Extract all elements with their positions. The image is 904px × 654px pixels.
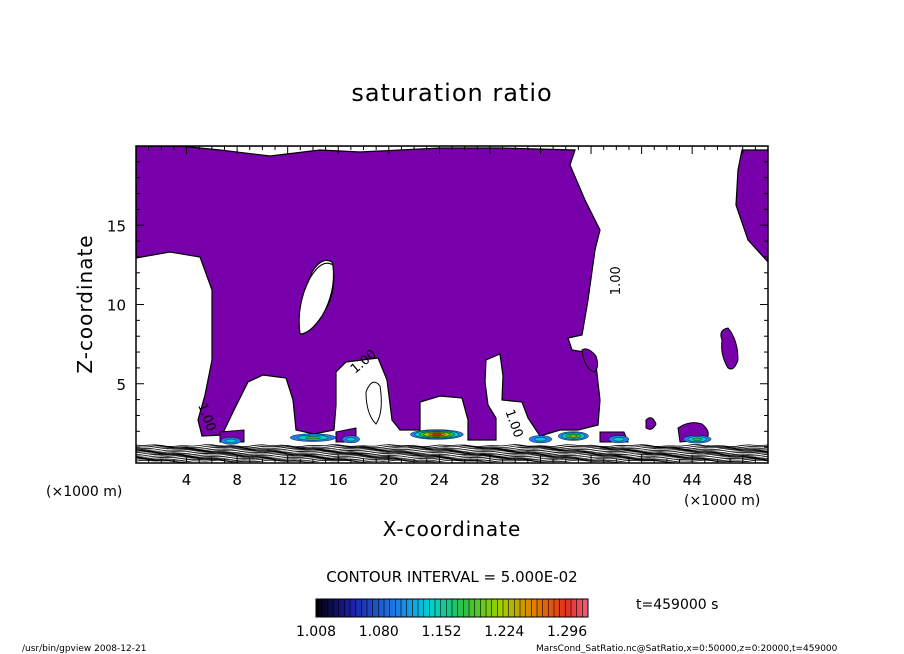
hotspot xyxy=(569,434,578,438)
x-unit-left: (×1000 m) xyxy=(46,484,122,500)
contour-label: 1.00 xyxy=(501,408,525,440)
y-tick-label: 15 xyxy=(107,217,126,235)
contour-line xyxy=(136,444,768,448)
colorbar-labels: 1.008 1.080 1.152 1.224 1.296 xyxy=(296,624,587,640)
colorbar-label: 1.080 xyxy=(359,624,399,640)
colorbar-label: 1.296 xyxy=(547,624,587,640)
contour-line xyxy=(136,447,768,451)
hotspot xyxy=(613,437,625,442)
colorbar-label: 1.008 xyxy=(296,624,336,640)
contour-interval: CONTOUR INTERVAL = 5.000E-02 xyxy=(326,568,577,586)
contour-label: 1.00 xyxy=(609,266,624,295)
contour-line xyxy=(136,450,768,454)
colorbar-label: 1.224 xyxy=(484,624,524,640)
x-tick-label: 32 xyxy=(531,471,550,489)
y-tick-label: 10 xyxy=(107,297,126,315)
contour-line xyxy=(136,456,768,460)
contour-line xyxy=(136,452,768,456)
x-axis: 4 8 12 16 20 24 28 32 36 40 44 48 xyxy=(148,146,756,489)
contour-line xyxy=(136,453,768,457)
hotspot xyxy=(305,436,321,440)
saturated-region xyxy=(136,146,768,441)
plot-area xyxy=(136,146,768,463)
x-tick-label: 48 xyxy=(733,471,752,489)
x-tick-label: 20 xyxy=(379,471,398,489)
x-tick-label: 24 xyxy=(430,471,449,489)
contour-line xyxy=(136,448,768,452)
x-tick-label: 40 xyxy=(632,471,651,489)
x-tick-label: 28 xyxy=(480,471,499,489)
hotspot xyxy=(432,433,442,436)
contour-line xyxy=(136,445,768,449)
contour-line xyxy=(136,451,768,455)
colorbar-bands xyxy=(321,599,583,617)
hotspot xyxy=(346,437,356,442)
x-tick-label: 16 xyxy=(329,471,348,489)
time-label: t=459000 s xyxy=(636,597,718,613)
x-tick-label: 4 xyxy=(182,471,192,489)
hotspot-layer xyxy=(220,429,712,445)
hotspot xyxy=(225,438,237,443)
x-axis-label: X-coordinate xyxy=(383,517,522,541)
hotspot xyxy=(534,437,547,442)
x-tick-label: 8 xyxy=(232,471,242,489)
x-unit-right: (×1000 m) xyxy=(684,493,760,509)
y-axis-label: Z-coordinate xyxy=(73,234,97,373)
footer-right: MarsCond_SatRatio.nc@SatRatio,x=0:50000,… xyxy=(536,644,838,654)
x-tick-label: 12 xyxy=(278,471,297,489)
y-axis: 5 10 15 xyxy=(107,161,768,448)
contour-line xyxy=(136,454,768,458)
chart-title: saturation ratio xyxy=(351,79,552,107)
colorbar-label: 1.152 xyxy=(421,624,461,640)
y-tick-label: 5 xyxy=(116,376,126,394)
footer-left: /usr/bin/gpview 2008-12-21 xyxy=(22,644,146,654)
hotspot xyxy=(692,437,703,441)
x-tick-label: 44 xyxy=(683,471,702,489)
x-tick-label: 36 xyxy=(581,471,600,489)
